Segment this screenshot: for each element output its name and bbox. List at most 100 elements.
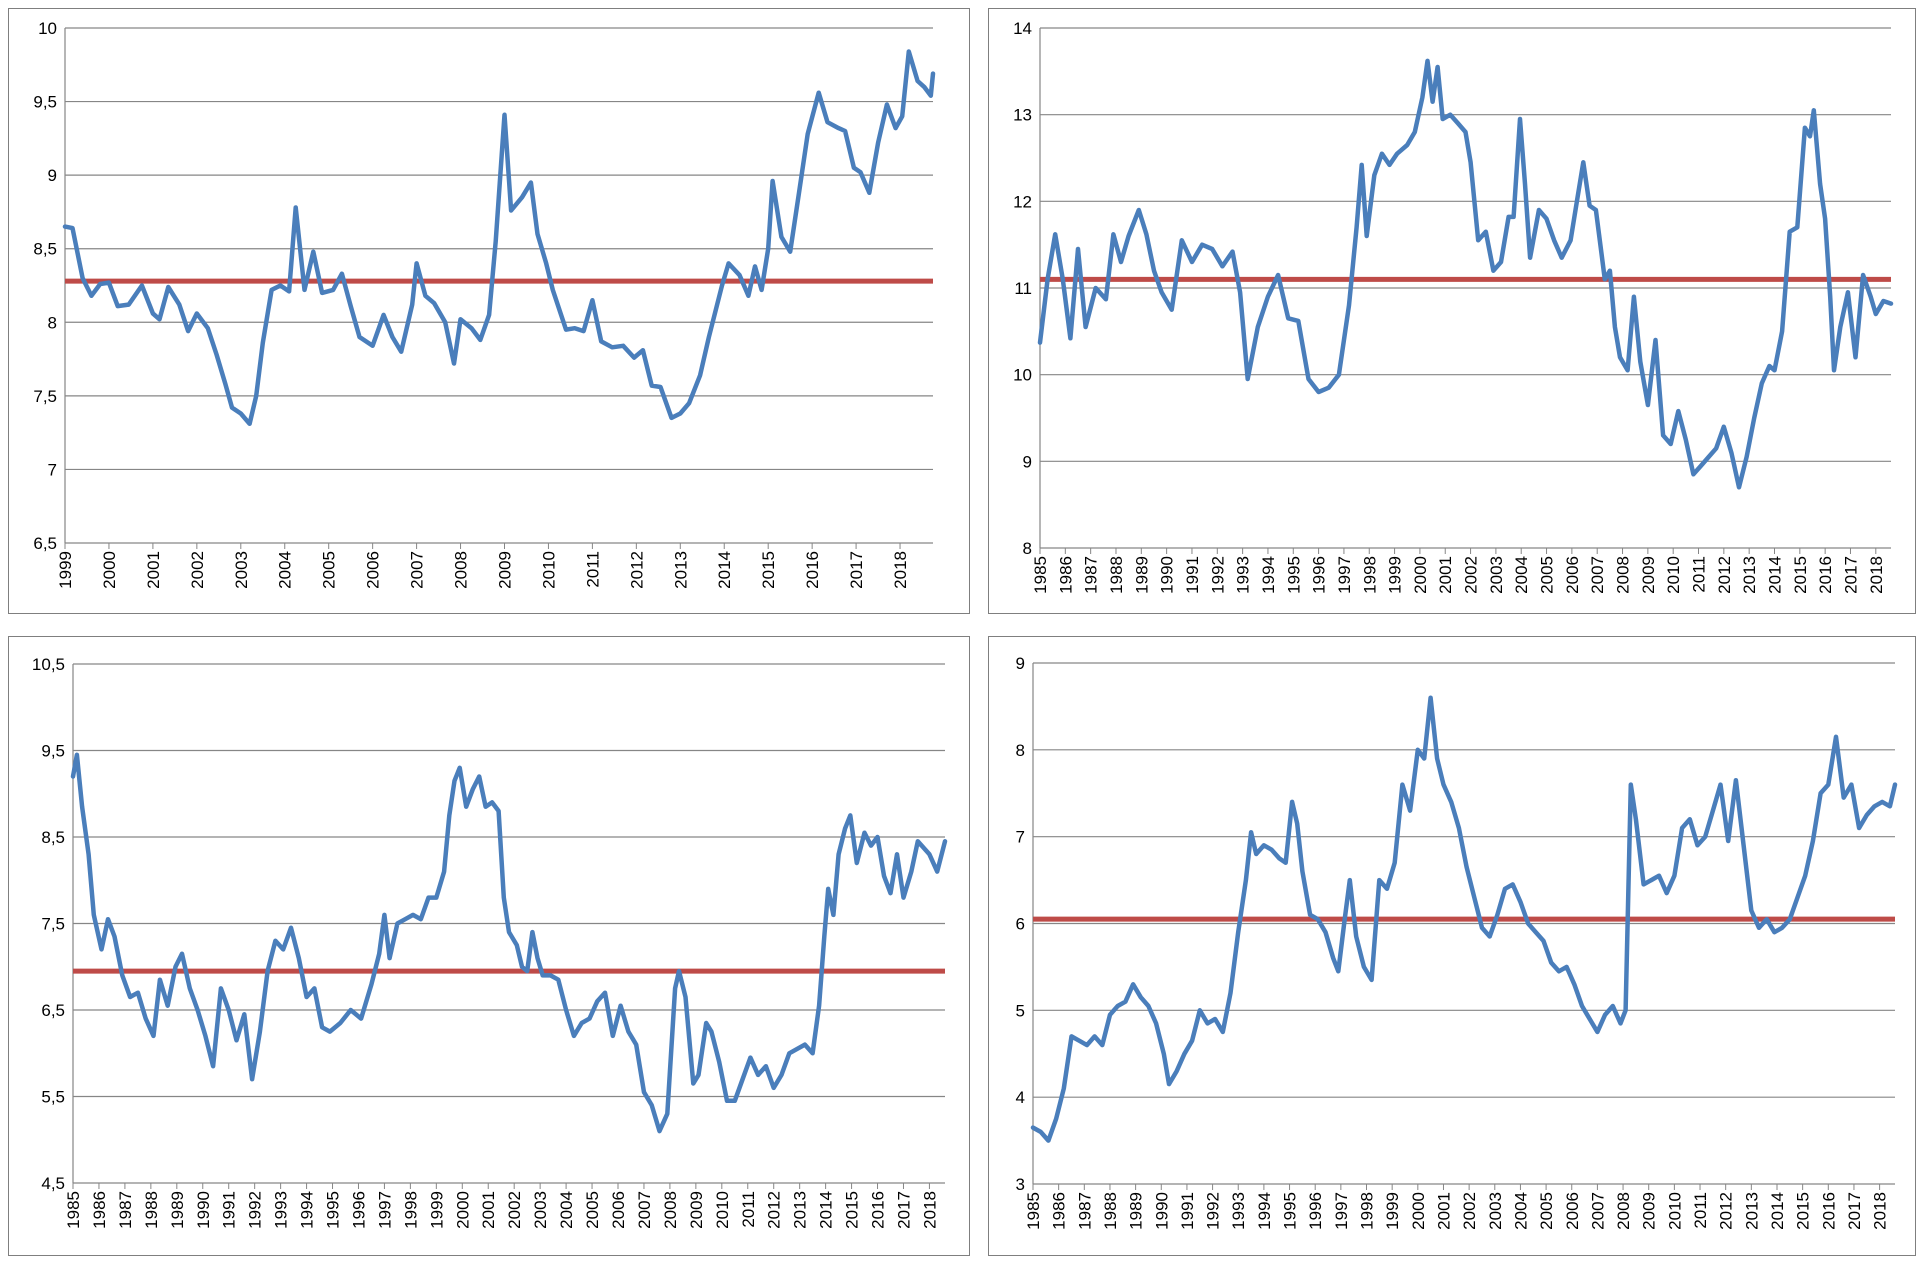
x-tick-label: 2000 xyxy=(453,1191,472,1229)
x-tick-label: 2014 xyxy=(715,551,734,589)
x-tick-label: 2000 xyxy=(100,551,119,589)
y-tick-label: 14 xyxy=(1013,19,1032,38)
y-tick-label: 8,5 xyxy=(41,828,65,847)
y-tick-label: 8,5 xyxy=(33,240,57,259)
x-tick-label: 2009 xyxy=(687,1191,706,1229)
y-tick-label: 7 xyxy=(1016,828,1025,847)
x-tick-label: 1999 xyxy=(1386,556,1405,594)
x-tick-label: 2000 xyxy=(1409,1192,1428,1230)
x-tick-label: 2013 xyxy=(1742,1192,1761,1230)
x-tick-label: 2002 xyxy=(1460,1192,1479,1230)
x-tick-label: 2018 xyxy=(1867,556,1886,594)
x-tick-label: 1991 xyxy=(1178,1192,1197,1230)
x-tick-label: 2008 xyxy=(1614,556,1633,594)
x-tick-label: 1995 xyxy=(1284,556,1303,594)
x-tick-label: 1986 xyxy=(1056,556,1075,594)
chart-panel-2: 8 9 10 11 12 13 14 1985 1986 1987 1988 1989 1990 1991… xyxy=(988,8,1916,614)
x-tick-label: 2007 xyxy=(635,1191,654,1229)
x-tick-label: 1998 xyxy=(1358,1192,1377,1230)
x-tick-label: 1997 xyxy=(1332,1192,1351,1230)
x-tick-label: 1998 xyxy=(1360,556,1379,594)
x-tick-label: 1985 xyxy=(1024,1192,1043,1230)
x-tick-label: 1987 xyxy=(1075,1192,1094,1230)
x-tick-label: 2005 xyxy=(583,1191,602,1229)
y-tick-label: 8 xyxy=(48,313,57,332)
y-tick-label: 8 xyxy=(1016,741,1025,760)
y-tick-label: 4 xyxy=(1016,1088,1025,1107)
x-tick-label: 1986 xyxy=(90,1191,109,1229)
y-tick-label: 10,5 xyxy=(32,655,65,674)
x-tick-label: 2010 xyxy=(1665,1192,1684,1230)
y-tick-label: 9 xyxy=(48,166,57,185)
x-tick-label: 2003 xyxy=(1486,1192,1505,1230)
x-tick-label: 2004 xyxy=(557,1191,576,1229)
x-tick-label: 2011 xyxy=(583,551,602,588)
x-tick-label: 2017 xyxy=(847,551,866,589)
x-tick-label: 2008 xyxy=(1614,1192,1633,1230)
x-tick-label: 2016 xyxy=(1816,556,1835,594)
x-tick-label: 2005 xyxy=(1537,1192,1556,1230)
x-tick-label: 2006 xyxy=(609,1191,628,1229)
x-tick-label: 1996 xyxy=(1310,556,1329,594)
x-tick-label: 1987 xyxy=(1082,556,1101,594)
line-chart-1: 6,5 7 7,5 8 8,5 9 9,5 10 1999 2000 2001 2002 2003 200… xyxy=(33,19,936,589)
x-tick-label: 2007 xyxy=(1588,556,1607,594)
x-tick-label: 1996 xyxy=(349,1191,368,1229)
y-tick-label: 3 xyxy=(1016,1175,1025,1194)
x-tick-label: 2018 xyxy=(1871,1192,1890,1230)
x-tick-label: 2015 xyxy=(759,551,778,589)
x-tick-label: 2016 xyxy=(869,1191,888,1229)
y-tick-label: 13 xyxy=(1013,106,1032,125)
x-tick-label: 1990 xyxy=(194,1191,213,1229)
x-tick-label: 1999 xyxy=(427,1191,446,1229)
x-tick-label: 2001 xyxy=(1436,556,1455,594)
x-tick-label: 2016 xyxy=(803,551,822,589)
x-tick-label: 1990 xyxy=(1158,556,1177,594)
x-tick-label: 2010 xyxy=(1664,556,1683,594)
x-tick-label: 1985 xyxy=(64,1191,83,1229)
x-tick-label: 2011 xyxy=(739,1191,758,1228)
series-line xyxy=(1030,695,1898,1143)
x-tick-label: 2007 xyxy=(1588,1192,1607,1230)
x-tick-label: 2013 xyxy=(791,1191,810,1229)
x-tick-label: 2010 xyxy=(713,1191,732,1229)
x-tick-label: 2009 xyxy=(495,551,514,589)
x-tick-label: 1995 xyxy=(1281,1192,1300,1230)
x-tick-label: 2006 xyxy=(1563,556,1582,594)
y-tick-label: 9 xyxy=(1016,654,1025,673)
y-tick-label: 6,5 xyxy=(41,1001,65,1020)
y-tick-label: 5,5 xyxy=(41,1088,65,1107)
x-tick-label: 1992 xyxy=(1204,1192,1223,1230)
x-tick-label: 1999 xyxy=(1383,1192,1402,1230)
x-tick-label: 1994 xyxy=(1255,1192,1274,1230)
x-tick-label: 2016 xyxy=(1819,1192,1838,1230)
line-chart-4: 3 4 5 6 7 8 9 1985 1986 1987 1988 1989 1990 1991 1992 1… xyxy=(1016,654,1898,1230)
series-line xyxy=(70,752,948,1134)
y-tick-label: 7 xyxy=(48,460,57,479)
x-tick-label: 1999 xyxy=(56,551,75,589)
x-tick-label: 2002 xyxy=(1462,556,1481,594)
x-tick-label: 2014 xyxy=(1768,1192,1787,1230)
x-tick-label: 2004 xyxy=(1511,1192,1530,1230)
x-tick-label: 1991 xyxy=(220,1191,239,1229)
x-tick-label: 1998 xyxy=(401,1191,420,1229)
chart-panel-3: 4,5 5,5 6,5 7,5 8,5 9,5 10,5 1985 1986 1987 1988 19… xyxy=(8,636,970,1256)
chart-panel-4: 3 4 5 6 7 8 9 1985 1986 1987 1988 1989 1990 1991 1992 1… xyxy=(988,636,1916,1256)
x-tick-label: 2003 xyxy=(232,551,251,589)
x-tick-label: 1988 xyxy=(1101,1192,1120,1230)
x-tick-label: 1992 xyxy=(1208,556,1227,594)
x-tick-label: 2005 xyxy=(320,551,339,589)
x-tick-label: 2000 xyxy=(1411,556,1430,594)
x-tick-label: 1996 xyxy=(1306,1192,1325,1230)
x-tick-label: 1994 xyxy=(1259,556,1278,594)
x-tick-label: 2011 xyxy=(1691,1192,1710,1229)
x-tick-label: 2017 xyxy=(1845,1192,1864,1230)
y-tick-label: 4,5 xyxy=(41,1174,65,1193)
x-tick-label: 2011 xyxy=(1690,556,1709,593)
x-tick-label: 2006 xyxy=(1563,1192,1582,1230)
x-tick-label: 2014 xyxy=(817,1191,836,1229)
x-tick-label: 1994 xyxy=(298,1191,317,1229)
x-tick-label: 2018 xyxy=(920,1191,939,1229)
x-tick-label: 2004 xyxy=(1512,556,1531,594)
series-line xyxy=(62,49,936,427)
